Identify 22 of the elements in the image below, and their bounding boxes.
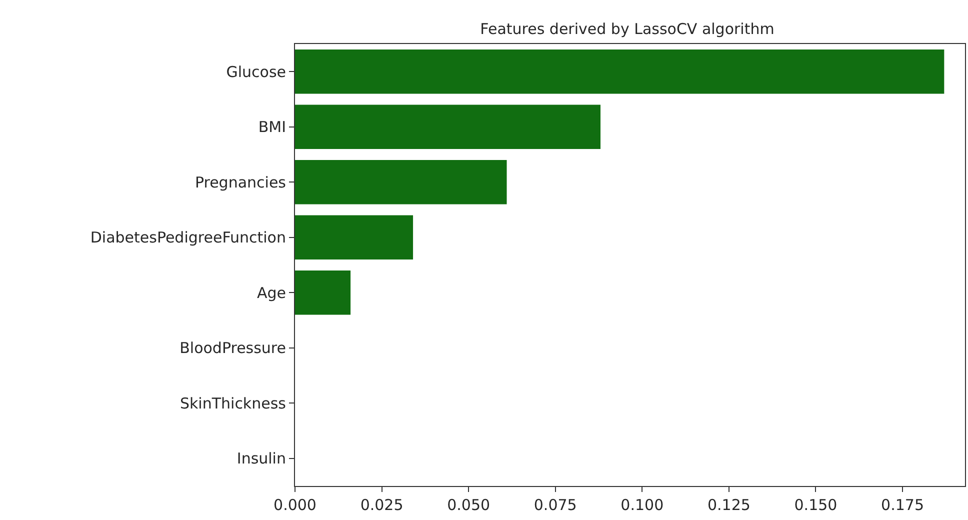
y-tick-label: DiabetesPedigreeFunction	[90, 228, 286, 247]
bar	[295, 50, 944, 94]
x-tick-label: 0.125	[707, 496, 750, 514]
bar	[295, 215, 414, 260]
bar	[295, 160, 507, 204]
y-tick-label: SkinThickness	[180, 394, 286, 412]
x-tick-label: 0.000	[274, 496, 316, 514]
y-tick-label: BloodPressure	[180, 339, 286, 358]
y-tick-label: Pregnancies	[194, 173, 286, 192]
x-tick-label: 0.025	[360, 496, 404, 514]
x-tick-label: 0.175	[881, 496, 924, 514]
y-tick-label: Glucose	[226, 62, 286, 81]
bar	[295, 270, 351, 315]
x-tick-label: 0.075	[534, 496, 577, 514]
y-tick-label: Age	[256, 284, 286, 302]
x-tick-label: 0.050	[447, 496, 490, 514]
x-tick-label: 0.150	[794, 496, 838, 514]
y-tick-label: BMI	[258, 118, 286, 136]
y-tick-label: Insulin	[236, 450, 286, 468]
x-tick-label: 0.100	[620, 496, 664, 514]
chart-title: Features derived by LassoCV algorithm	[480, 20, 774, 38]
bar	[295, 104, 600, 149]
